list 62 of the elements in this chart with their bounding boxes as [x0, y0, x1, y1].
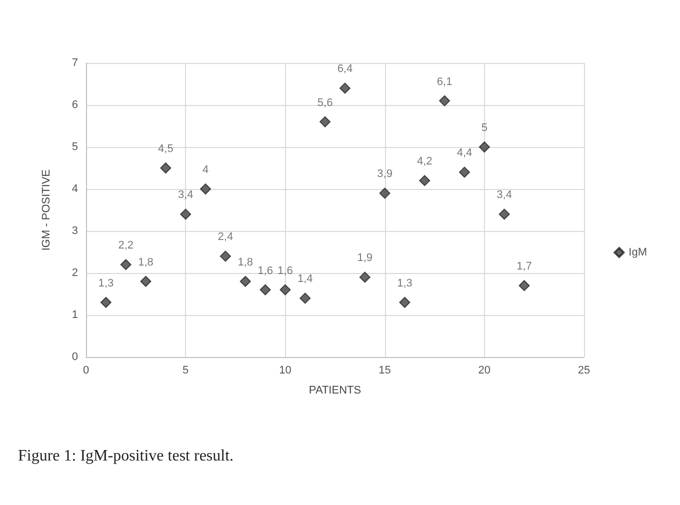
y-tick-label: 1 [72, 309, 78, 321]
y-tick-label: 7 [72, 57, 78, 69]
data-label: 5 [481, 122, 488, 134]
x-tick-label: 5 [182, 364, 189, 376]
point [280, 284, 291, 296]
point [200, 184, 212, 194]
point [419, 175, 430, 186]
data-label: 1,9 [357, 252, 373, 264]
y-tick-label: 3 [72, 225, 78, 237]
point [100, 296, 112, 308]
data-label: 6,4 [337, 63, 353, 76]
data-label: 6,1 [436, 76, 452, 88]
y-tick-label: 0 [72, 351, 78, 363]
y-tick-label: 2 [72, 267, 78, 279]
y-tick-label: 6 [72, 99, 78, 111]
data-label: 1,3 [98, 277, 114, 290]
point [498, 208, 510, 220]
data-label: 2,4 [218, 231, 234, 244]
data-label: 1,3 [397, 277, 412, 290]
y-tick-label: 5 [72, 141, 78, 153]
point [160, 162, 172, 174]
point [339, 82, 350, 94]
point [220, 250, 231, 262]
data-label: 1,8 [238, 256, 254, 268]
data-label: 3,4 [178, 189, 194, 202]
point [320, 116, 331, 128]
point [240, 276, 251, 287]
point [518, 280, 530, 292]
x-tick-label: 15 [378, 364, 391, 376]
point [180, 208, 192, 220]
legend-label: IgM [628, 246, 648, 258]
data-label: 1,8 [138, 256, 154, 268]
point [478, 142, 490, 152]
point [300, 292, 311, 304]
point [379, 188, 390, 199]
x-tick-label: 0 [82, 364, 90, 376]
data-label: 3,9 [377, 168, 392, 180]
point [439, 95, 450, 106]
y-tick-label: 4 [72, 183, 78, 195]
x-tick-label: 25 [578, 364, 590, 376]
point [359, 272, 370, 283]
point [140, 276, 152, 287]
point [260, 284, 271, 296]
point [120, 259, 132, 270]
x-tick-label: 10 [279, 364, 292, 376]
data-label: 1,7 [516, 260, 532, 273]
data-label: 4,4 [456, 147, 472, 160]
data-label: 4 [202, 164, 209, 176]
data-label: 1,4 [297, 273, 313, 286]
point [399, 296, 410, 308]
data-label: 4,2 [416, 156, 432, 168]
x-tick-label: 20 [478, 364, 491, 376]
point [458, 166, 470, 178]
data-label: 2,2 [118, 240, 134, 252]
caption: Figure 1: IgM-positive test result. [18, 448, 234, 464]
data-label: 1,6 [278, 264, 293, 277]
x-axis-title: PATIENTS [308, 384, 362, 396]
y-axis-title: IGM - POSITIVE [40, 169, 52, 251]
data-label: 3,4 [496, 189, 512, 202]
data-label: 4,5 [158, 143, 174, 155]
data-label: 5,6 [317, 96, 333, 109]
data-label: 1,6 [258, 264, 273, 277]
